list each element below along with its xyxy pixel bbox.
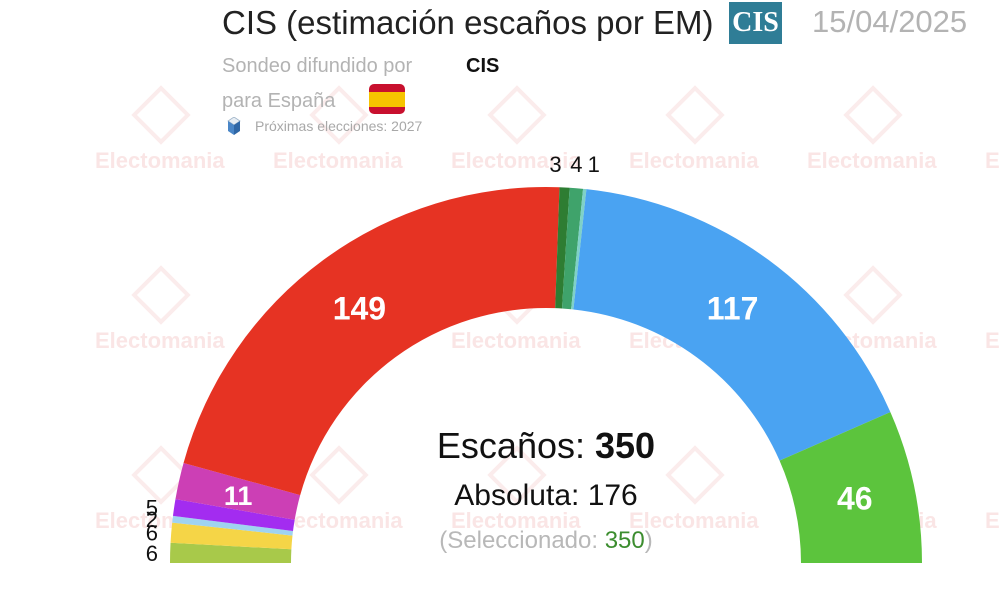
seat-label-1: 6 [146, 521, 158, 546]
scope-label: para España [222, 90, 336, 112]
seat-label-6: 3 [549, 152, 561, 177]
selected-value: 350 [604, 527, 645, 554]
spain-flag-icon [369, 84, 405, 114]
watermark-text: Electomania [95, 328, 225, 353]
watermark-text: Electomania [95, 148, 225, 173]
seat-label-10: 46 [837, 480, 873, 516]
next-elections-label: Próximas elecciones: 2027 [255, 118, 423, 134]
seat-label-9: 117 [707, 291, 759, 327]
seat-label-5: 149 [333, 291, 386, 327]
pollster-name: CIS [466, 55, 500, 77]
majority-value: 176 [587, 479, 638, 512]
watermark-text: Electomania [451, 148, 581, 173]
seat-label-3: 5 [146, 496, 158, 521]
watermark-text: Electomania [451, 328, 581, 353]
seat-label-7: 4 [570, 152, 582, 177]
seat-segment-4 [175, 462, 301, 520]
seat-segment-3 [172, 499, 295, 532]
page-title: CIS (estimación escaños por EM) [222, 4, 714, 41]
pollster-logo: CIS [729, 2, 782, 44]
subtitle: Sondeo difundido por [222, 55, 413, 77]
selected-suffix: ) [644, 527, 653, 554]
majority-line: Absoluta: 176 [454, 479, 638, 513]
ballot-box-icon [227, 117, 241, 135]
seat-segment-6 [555, 187, 570, 309]
seat-label-4: 11 [224, 481, 253, 511]
seat-segment-10 [779, 412, 922, 563]
watermark-text: Electomania [451, 508, 581, 533]
seat-segment-8 [571, 188, 587, 310]
majority-label: Absoluta: [454, 479, 580, 512]
seat-segment-7 [562, 187, 584, 310]
watermark-text: Electomania [985, 508, 1000, 533]
seats-total-line: Escaños: 350 [437, 425, 655, 467]
watermark-text: Electomania [273, 148, 403, 173]
watermark-text: Electomania [985, 328, 1000, 353]
seat-label-8: 1 [588, 152, 600, 177]
seat-segment-0 [170, 542, 292, 563]
seats-total-value: 350 [595, 425, 656, 466]
watermark-text: Electomania [985, 148, 1000, 173]
seat-label-2: 2 [146, 507, 158, 532]
seats-label: Escaños: [436, 425, 585, 466]
seat-label-0: 6 [146, 541, 158, 566]
poll-date: 15/04/2025 [812, 4, 968, 39]
watermark-text: Electomania [629, 148, 759, 173]
selected-line: (Seleccionado: 350) [439, 527, 652, 555]
seat-segment-9 [573, 189, 891, 461]
selected-label: (Seleccionado: [439, 527, 599, 554]
seat-segment-1 [170, 522, 293, 550]
watermark-text: Electomania [807, 148, 937, 173]
seat-segment-5 [183, 187, 560, 496]
watermark-text: Electomania [629, 508, 759, 533]
seat-segment-2 [172, 515, 294, 536]
